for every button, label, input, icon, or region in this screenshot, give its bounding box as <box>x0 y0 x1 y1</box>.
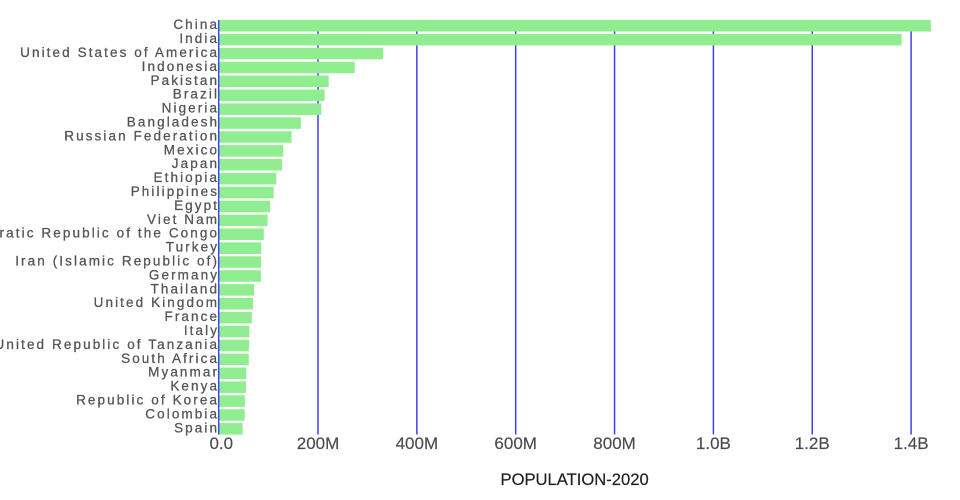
svg-text:1.4B: 1.4B <box>894 434 929 453</box>
svg-text:Democratic Republic of the Con: Democratic Republic of the Congo <box>0 226 219 241</box>
svg-text:Russian Federation: Russian Federation <box>64 128 219 143</box>
svg-text:Kenya: Kenya <box>170 379 219 394</box>
svg-text:1.2B: 1.2B <box>795 434 830 453</box>
svg-text:Philippines: Philippines <box>131 184 219 199</box>
svg-text:United Kingdom: United Kingdom <box>94 295 219 310</box>
svg-text:Japan: Japan <box>172 156 219 171</box>
svg-text:China: China <box>173 17 219 32</box>
svg-text:Italy: Italy <box>184 323 219 338</box>
svg-text:Bangladesh: Bangladesh <box>127 115 219 130</box>
svg-text:United Republic of Tanzania: United Republic of Tanzania <box>0 337 219 352</box>
svg-text:1.0B: 1.0B <box>696 434 731 453</box>
svg-text:Mexico: Mexico <box>164 142 219 157</box>
svg-text:Indonesia: Indonesia <box>142 59 219 74</box>
svg-text:POPULATION-2020: POPULATION-2020 <box>501 470 649 489</box>
svg-text:United States of America: United States of America <box>20 45 219 60</box>
svg-text:Turkey: Turkey <box>166 240 219 255</box>
svg-text:600M: 600M <box>494 434 537 453</box>
svg-text:400M: 400M <box>396 434 439 453</box>
svg-text:Germany: Germany <box>149 267 219 282</box>
svg-text:800M: 800M <box>593 434 636 453</box>
svg-text:India: India <box>179 31 219 46</box>
svg-text:200M: 200M <box>297 434 340 453</box>
svg-text:Nigeria: Nigeria <box>162 101 219 116</box>
svg-text:Ethiopia: Ethiopia <box>154 170 220 185</box>
svg-text:Republic of Korea: Republic of Korea <box>76 393 219 408</box>
svg-text:South Africa: South Africa <box>121 351 219 366</box>
svg-text:Egypt: Egypt <box>174 198 219 213</box>
svg-text:Myanmar: Myanmar <box>148 365 219 380</box>
svg-text:Colombia: Colombia <box>145 406 219 421</box>
svg-text:Brazil: Brazil <box>173 87 219 102</box>
svg-text:0.0: 0.0 <box>209 434 233 453</box>
svg-text:Spain: Spain <box>174 420 219 435</box>
svg-text:Viet Nam: Viet Nam <box>147 212 219 227</box>
svg-text:Pakistan: Pakistan <box>151 73 220 88</box>
svg-text:Iran (Islamic Republic of): Iran (Islamic Republic of) <box>15 254 219 269</box>
svg-text:Thailand: Thailand <box>151 281 220 296</box>
svg-text:France: France <box>164 309 219 324</box>
